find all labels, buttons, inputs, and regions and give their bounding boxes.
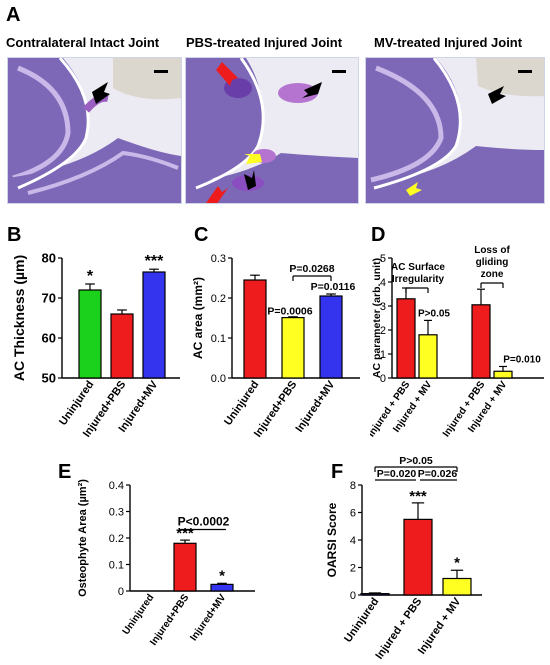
bar-0 <box>396 298 416 379</box>
y-tick-label: 0.1 <box>109 559 124 571</box>
y-axis-label: Osteophyte Area (µm²) <box>77 479 89 597</box>
panel-letter-a: A <box>6 4 21 26</box>
bar-1 <box>173 542 197 592</box>
bracket-label: P>0.05 <box>399 455 433 467</box>
x-category-label: Injured+MV <box>293 378 337 434</box>
bar-0 <box>243 279 267 379</box>
y-tick-label: 0.4 <box>109 480 124 492</box>
y-axis-label: AC parameter (arb. unit) <box>371 258 383 378</box>
y-axis-label: AC area (mm²) <box>191 277 205 359</box>
y-tick-label: 0 <box>380 373 386 385</box>
y-tick-label: 5 <box>380 253 386 265</box>
x-category-label: Injured+MV <box>188 592 228 643</box>
panel-letter-c: C <box>194 224 209 246</box>
bar-2 <box>442 577 472 596</box>
histology-title-pbs: PBS-treated Injured Joint <box>186 35 343 50</box>
p-value-label: P=0.0006 <box>267 306 312 318</box>
y-tick-label: 1 <box>380 349 386 361</box>
chart-e-osteophyte-area: Osteophyte Area (µm²) 0 0.1 0.2 0.3 0.4 Uninju… <box>77 479 255 648</box>
p-value-label: P=0.010 <box>503 354 541 365</box>
bar-1 <box>110 313 134 379</box>
p-value-label: P>0.05 <box>418 308 450 319</box>
x-category-label: Injured + PBS <box>373 596 424 662</box>
y-tick-label: 0 <box>350 590 356 602</box>
group-title-line2: Irregularity <box>392 274 445 285</box>
significance-star: * <box>454 554 460 571</box>
y-tick-label: 4 <box>350 535 356 547</box>
y-tick-label: 0.2 <box>211 293 226 305</box>
y-axis-label: OARSI Score <box>325 502 339 577</box>
bar-3 <box>493 370 513 379</box>
bar-0 <box>78 289 102 379</box>
x-category-label: Uninjured <box>121 592 157 637</box>
bar-1 <box>281 316 305 379</box>
y-tick-label: 0.0 <box>211 373 226 385</box>
y-tick-label: 0.3 <box>109 506 124 518</box>
histology-image-pbs <box>185 57 359 204</box>
y-tick-label: 60 <box>42 331 56 346</box>
significance-star: *** <box>145 253 164 270</box>
y-tick-label: 6 <box>350 507 356 519</box>
histology-title-mv: MV-treated Injured Joint <box>374 35 523 50</box>
y-tick-label: 70 <box>42 291 56 306</box>
y-tick-label: 0.3 <box>211 253 226 265</box>
y-tick-label: 50 <box>42 371 56 386</box>
chart-b-ac-thickness: AC Thickness (µm) 50607080UninjuredInjure… <box>11 251 180 440</box>
group-title-line3: zone <box>481 269 504 280</box>
y-tick-label: 80 <box>42 251 56 266</box>
panel-letter-f: F <box>331 461 344 483</box>
y-tick-label: 0 <box>118 586 124 598</box>
panel-letter-e: E <box>58 461 72 483</box>
y-tick-label: 8 <box>350 480 356 492</box>
y-tick-label: 2 <box>350 562 356 574</box>
histology-image-intact <box>7 57 182 204</box>
significance-star: *** <box>409 488 427 505</box>
panel-letter-b: B <box>7 224 22 246</box>
y-tick-label: 3 <box>380 301 386 313</box>
bracket-label: P=0.0268 <box>289 263 334 275</box>
group-title-line1: Loss of <box>474 245 510 256</box>
bar-1 <box>418 334 438 379</box>
p-value-label: P=0.0116 <box>311 281 356 293</box>
histology-image-mv <box>365 57 545 204</box>
x-category-label: Uninjured <box>222 379 261 428</box>
y-tick-label: 4 <box>380 277 386 289</box>
y-tick-label: 2 <box>380 325 386 337</box>
bar-2 <box>142 271 166 379</box>
bracket-label: P=0.026 <box>418 468 458 480</box>
chart-c-ac-area: AC area (mm²) 0.0 0.1 0.2 0.3 Uninjured Injure… <box>191 253 360 440</box>
bar-2 <box>471 304 491 379</box>
y-tick-label: 0.1 <box>211 333 226 345</box>
bar-0 <box>360 593 390 596</box>
group-title-line1: AC Surface <box>391 262 445 273</box>
bracket-label: P=0.020 <box>377 468 417 480</box>
panel-letter-d: D <box>371 224 386 246</box>
y-tick-label: 0.2 <box>109 533 124 545</box>
bar-2 <box>210 583 234 592</box>
bar-1 <box>403 518 433 596</box>
significance-star: * <box>87 268 94 285</box>
x-category-label: Uninjured <box>342 596 381 645</box>
bar-2 <box>319 295 343 379</box>
group-title-line2: gliding <box>476 257 509 268</box>
histology-title-intact: Contralateral Intact Joint <box>6 35 160 50</box>
significance-star: * <box>219 567 225 584</box>
bracket-label: P<0.0002 <box>178 515 230 529</box>
y-axis-label: AC Thickness (µm) <box>11 255 27 381</box>
